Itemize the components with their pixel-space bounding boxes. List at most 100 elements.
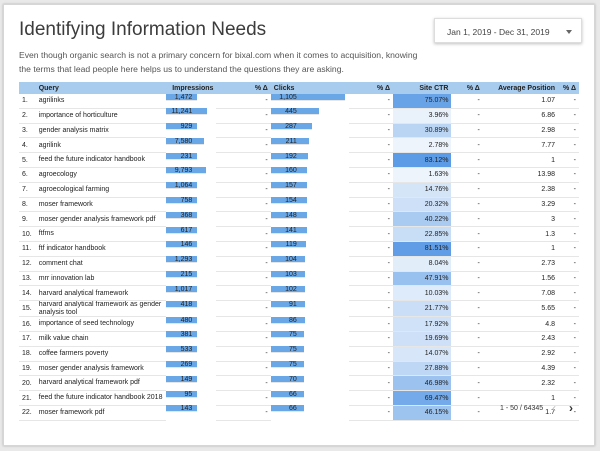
impressions-delta: - [216,390,271,406]
impressions-delta: - [216,167,271,183]
table-row[interactable]: 18. coffee farmers poverty 533-75-14.07% -2… [19,346,579,362]
site-ctr-cell: 83.12% [392,152,452,168]
chevron-right-icon[interactable]: › [569,401,573,415]
clicks-bar [298,212,305,218]
impressions-value: 1,017 [174,285,193,293]
impressions-value: 617 [180,226,193,234]
site-ctr-cell: 10.03% [392,285,452,302]
table-row[interactable]: 15. harvard analytical framework as gende… [19,300,579,318]
clicks-value: 192 [285,152,297,160]
site-ctr-delta: - [451,331,483,347]
table-row[interactable]: 14. harvard analytical framework 1,017 - 102… [19,285,579,302]
table-row[interactable]: 9. moser gender analysis framework pdf 368… [19,211,579,228]
site-ctr-delta: - [451,94,483,109]
column-header-site-ctr[interactable]: Site CTR [392,82,452,94]
average-position-cell: 1 [482,241,559,257]
clicks-cell: 75 [270,331,304,339]
impressions-bar [194,346,196,353]
table-row[interactable]: 17. milk value chain 381-75-19.69% -2.43- [19,331,579,347]
column-header-average-position-delta[interactable]: % Δ [558,82,579,94]
table-row[interactable]: 22. moser framework pdf 143-66-46.15% -1.7- [19,405,579,421]
site-ctr-cell: 81.51% [392,241,452,257]
table-row[interactable]: 4. agrilink 7,580-211-2.78% -7.77- [19,137,579,154]
impressions-delta: - [216,316,271,332]
average-position-cell: 4.39 [482,361,559,377]
table-row[interactable]: 7. agroecological farming 1,064-157-14.76%… [19,182,579,198]
impressions-delta: - [216,94,271,109]
clicks-cell: 211 [270,137,309,145]
table-row[interactable]: 16. importance of seed technology 480-86-1… [19,316,579,332]
column-header-clicks[interactable]: Clicks [270,82,350,94]
impressions-value: 758 [180,197,193,205]
clicks-value: 75 [288,346,297,354]
impressions-bar [194,123,196,130]
average-position-delta: - [558,123,579,139]
table-row[interactable]: 10. ftfms 617-141-22.85% -1.3- [19,226,579,242]
query-cell: gender analysis matrix [35,123,167,139]
clicks-cell: 70 [270,375,304,383]
impressions-cell: 1,293 [166,256,198,264]
column-header-impressions-delta[interactable]: % Δ [216,82,271,94]
clicks-bar [298,376,302,382]
table-row[interactable]: 8. moser framework 758-154-20.32% -3.29- [19,197,579,213]
column-header-index [19,82,36,94]
table-row[interactable]: 3. gender analysis matrix 929-287-30.89% -2… [19,123,579,139]
clicks-bar [298,361,302,368]
site-ctr-cell: 2.78% [392,137,452,154]
table-row[interactable]: 21. feed the future indicator handbook 20… [19,390,579,406]
impressions-delta: - [216,241,271,257]
site-ctr-cell: 46.98% [392,375,452,392]
query-cell: harvard analytical framework pdf [35,375,167,392]
average-position-cell: 5.65 [482,300,559,318]
average-position-delta: - [558,241,579,257]
clicks-bar [298,227,305,233]
average-position-delta: - [558,137,579,154]
table-row[interactable]: 11. ftf indicator handbook 146-119-81.51% -… [19,241,579,257]
column-header-query[interactable]: Query [35,82,167,94]
query-cell: importance of seed technology [35,316,167,332]
impressions-bar [194,286,196,292]
site-ctr-cell: 75.07% [392,94,452,109]
average-position-delta: - [558,108,579,124]
average-position-cell: 1.3 [482,226,559,242]
average-position-delta: - [558,405,579,421]
impressions-cell: 480 [166,316,198,324]
chevron-left-icon[interactable]: ‹ [552,401,556,415]
table-row[interactable]: 5. feed the future indicator handbook 231 -… [19,152,579,168]
clicks-bar [298,317,303,323]
row-index: 5. [19,152,36,168]
impressions-value: 9,793 [174,167,193,175]
average-position-delta: - [558,346,579,362]
average-position-delta: - [558,182,579,198]
clicks-bar [298,123,310,130]
clicks-bar [298,94,343,100]
site-ctr-cell: 1.63% [392,167,452,183]
table-row[interactable]: 2. importance of horticulture 11,241-445-3… [19,108,579,124]
row-index: 19. [19,361,36,377]
impressions-cell: 368 [166,211,198,219]
date-range-picker[interactable]: Jan 1, 2019 - Dec 31, 2019 [434,18,582,43]
table-row[interactable]: 12. comment chat 1,293-104-8.04% -2.73- [19,256,579,272]
table-row[interactable]: 19. moser gender analysis framework 269 - 75… [19,361,579,377]
query-cell: ftfms [35,226,167,242]
clicks-delta: - [349,346,393,362]
row-index: 18. [19,346,36,362]
average-position-cell: 3 [482,211,559,228]
table-row[interactable]: 20. harvard analytical framework pdf 149 - 7… [19,375,579,392]
site-ctr-cell: 46.15% [392,405,452,421]
column-header-site-ctr-delta[interactable]: % Δ [451,82,483,94]
table-row[interactable]: 6. agroecology 9,793-160-1.63% -13.98- [19,167,579,183]
impressions-cell: 143 [166,405,198,413]
impressions-delta: - [216,211,271,228]
clicks-cell: 160 [270,167,307,175]
impressions-value: 7,580 [174,137,193,145]
clicks-value: 287 [285,123,297,131]
table-row[interactable]: 13. mrr innovation lab 215-103-47.91% -1.56… [19,271,579,287]
table-row[interactable]: 1. agrilinks 1,472-1,105-75.07% -1.07- [19,94,579,109]
impressions-value: 231 [180,152,193,160]
clicks-cell: 154 [270,197,307,205]
column-header-impressions[interactable]: Impressions [166,82,217,94]
column-header-clicks-delta[interactable]: % Δ [349,82,393,94]
query-cell: agroecological farming [35,182,167,198]
column-header-average-position[interactable]: Average Position [482,82,559,94]
